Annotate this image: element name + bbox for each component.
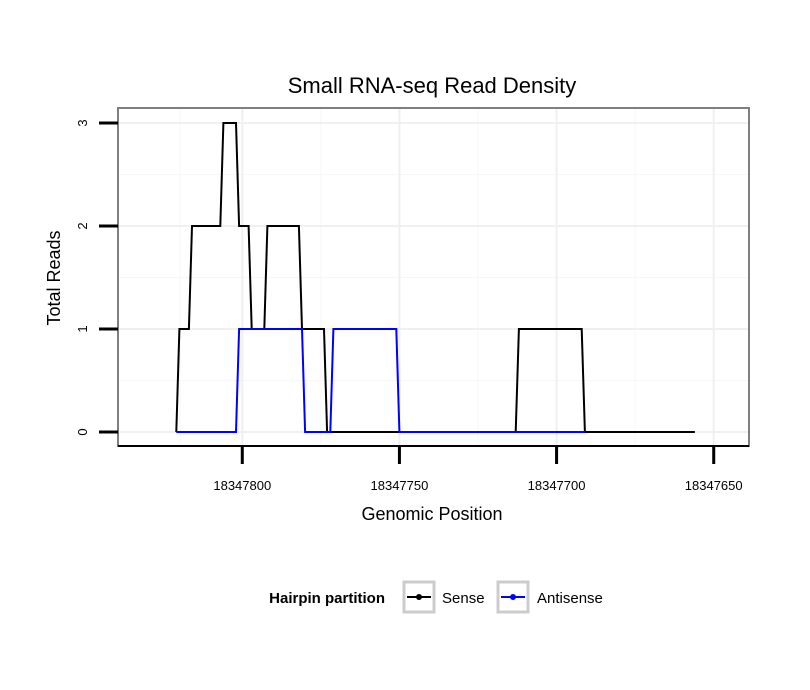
legend-label-sense: Sense [442, 590, 485, 607]
y-tick-label-2: 2 [75, 222, 90, 229]
x-tick-label-3: 18347650 [685, 478, 743, 493]
plot-panel [117, 107, 750, 447]
legend-item-antisense: Antisense [496, 580, 603, 614]
legend-title: Hairpin partition [269, 590, 385, 607]
y-tick-label-3: 3 [75, 119, 90, 126]
y-tick-label-0: 0 [75, 428, 90, 435]
y-tick-label-1: 1 [75, 325, 90, 332]
legend-point-sense [416, 594, 422, 600]
x-axis: 18347800 18347750 18347700 18347650 [118, 445, 749, 493]
gridlines [118, 108, 749, 446]
x-tick-label-1: 18347750 [371, 478, 429, 493]
legend-point-antisense [510, 594, 516, 600]
series-line-antisense [176, 328, 585, 433]
x-axis-title: Genomic Position [361, 504, 502, 524]
legend: Hairpin partition Sense Antisense [269, 580, 603, 614]
series-layer [175, 122, 695, 433]
legend-label-antisense: Antisense [537, 590, 603, 607]
legend-item-sense: Sense [402, 580, 485, 614]
y-axis-title: Total Reads [44, 230, 64, 325]
y-axis: 0 1 2 3 [75, 119, 118, 436]
chart-title: Small RNA-seq Read Density [288, 73, 577, 98]
x-tick-label-0: 18347800 [213, 478, 271, 493]
x-tick-label-2: 18347700 [528, 478, 586, 493]
